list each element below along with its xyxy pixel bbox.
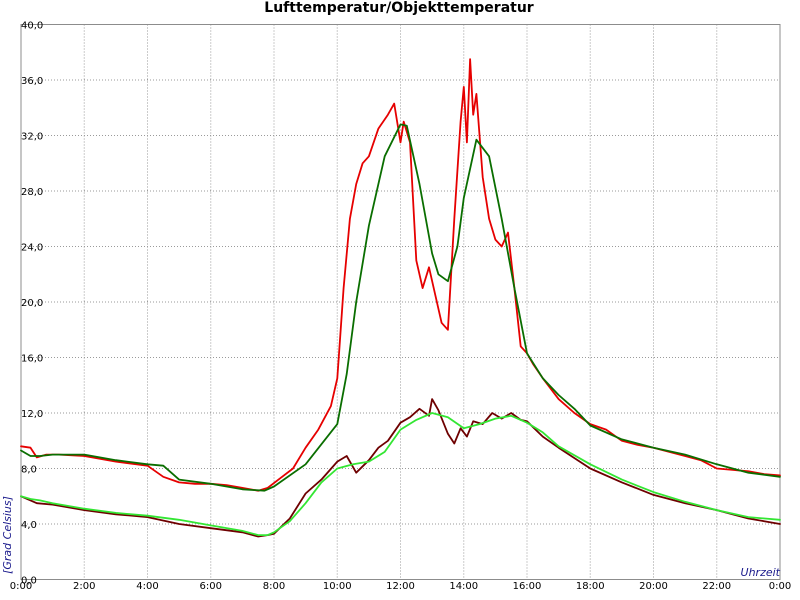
x-tick-label: 6:00 [200, 581, 222, 592]
x-tick-label: 8:00 [263, 581, 285, 592]
y-tick-label: 12,0 [21, 409, 43, 420]
x-tick-label: 0:00 [10, 581, 32, 592]
x-tick-label: 4:00 [136, 581, 158, 592]
y-tick-label: 28,0 [21, 187, 43, 198]
y-tick-label: 8,0 [21, 465, 37, 476]
y-tick-label: 32,0 [21, 132, 43, 143]
series-line-2 [20, 123, 781, 492]
y-tick-label: 4,0 [21, 520, 37, 531]
plot-frame [20, 24, 781, 580]
x-tick-label: 18:00 [576, 581, 605, 592]
x-tick-label: 22:00 [702, 581, 731, 592]
y-tick-label: 36,0 [21, 76, 43, 87]
tick-labels: 0:00 2:00 4:00 6:00 8:00 10:00 12:00 14:00 16:00… [10, 21, 791, 593]
chart-title: Lufttemperatur/Objekttemperatur [264, 0, 534, 16]
series-layer [20, 58, 781, 538]
x-tick-label: 20:00 [639, 581, 668, 592]
y-tick-label: 24,0 [21, 243, 43, 254]
x-tick-label: 12:00 [386, 581, 415, 592]
x-axis-label: Uhrzeit [741, 566, 781, 579]
y-tick-label: 0,0 [21, 576, 37, 587]
series-line-1 [20, 58, 781, 492]
x-tick-label: 0:00 [769, 581, 791, 592]
series-line-3 [20, 398, 781, 538]
x-tick-label: 16:00 [513, 581, 542, 592]
x-tick-label: 2:00 [73, 581, 95, 592]
x-tick-label: 10:00 [323, 581, 352, 592]
y-tick-label: 40,0 [21, 21, 43, 32]
series-line-4 [20, 412, 781, 536]
y-axis-label: [Grad Celsius] [1, 496, 14, 574]
y-tick-label: 16,0 [21, 354, 43, 365]
x-tick-label: 14:00 [449, 581, 478, 592]
y-tick-label: 20,0 [21, 298, 43, 309]
